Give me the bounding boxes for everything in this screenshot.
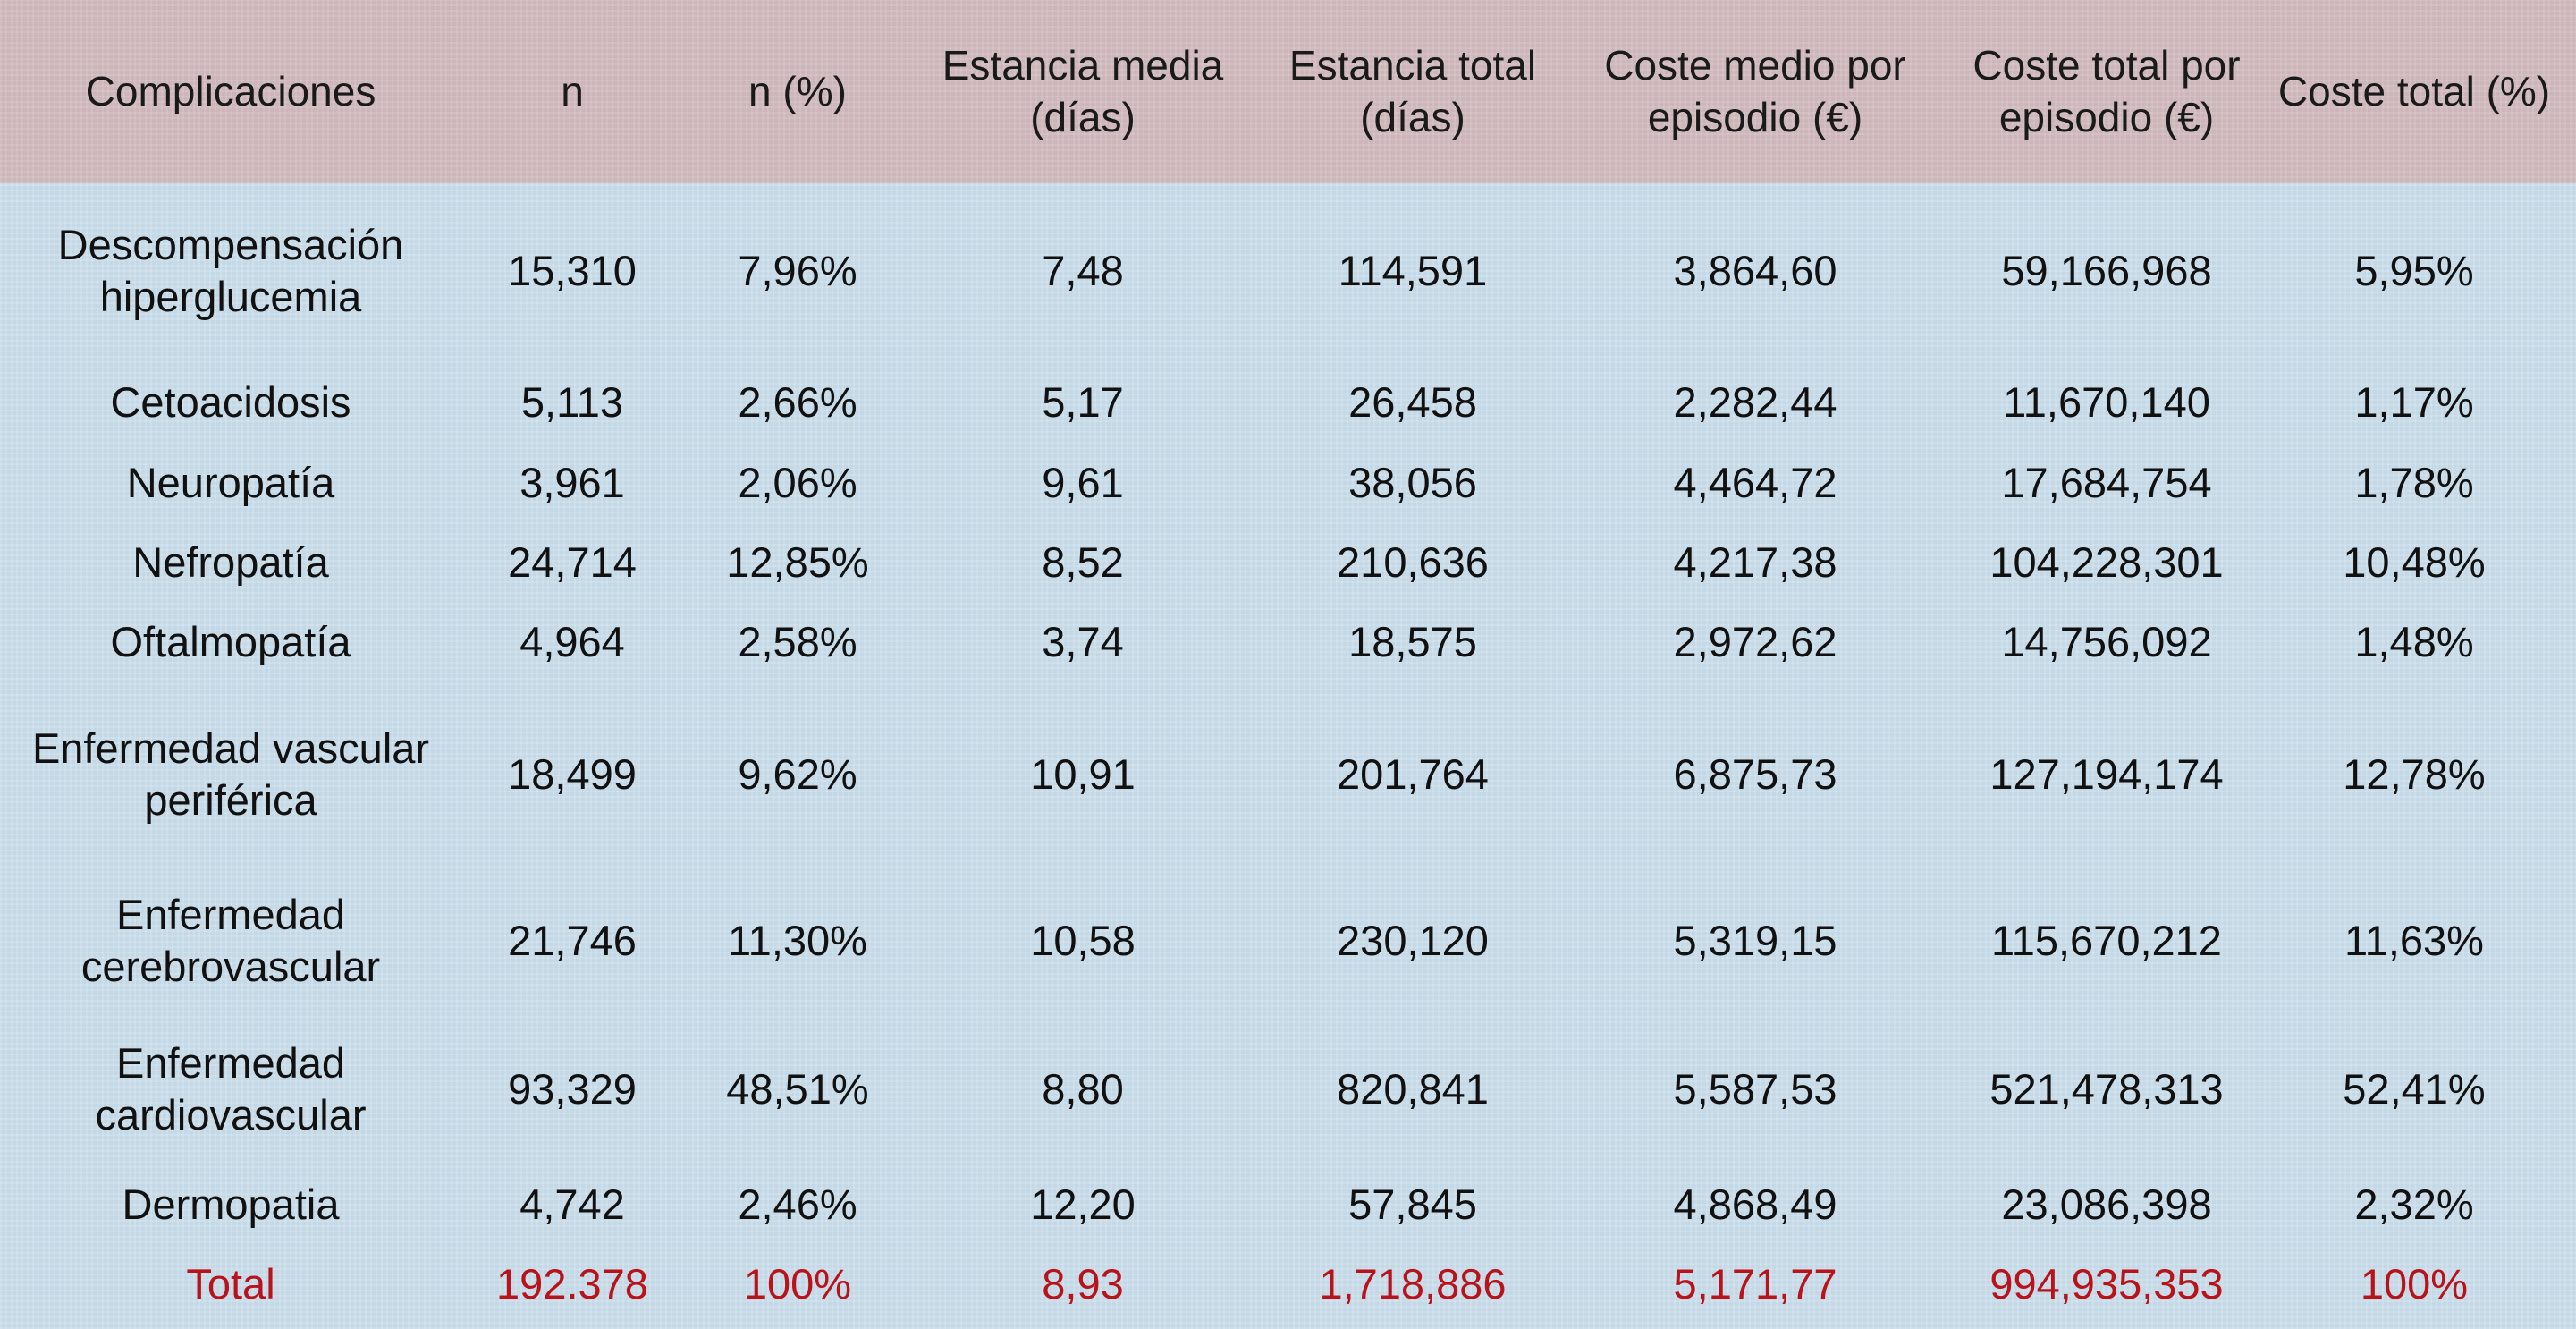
total-cell-coste-medio: 5,171,77: [1673, 1260, 1837, 1308]
table-cell-estancia-total: 201,764: [1337, 750, 1489, 798]
table-cell-n-percent: 2,66%: [738, 378, 857, 426]
table-cell-estancia-total: 38,056: [1348, 459, 1477, 506]
table-cell-n-percent: 11,30%: [728, 917, 867, 964]
table-cell-n: 15,310: [508, 247, 637, 294]
table-cell-coste-total-episodio: 127,194,174: [1989, 750, 2224, 798]
table-cell-coste-total-episodio: 17,684,754: [2001, 459, 2212, 506]
total-cell-n: 192.378: [496, 1260, 648, 1308]
table-cell-coste-medio: 4,464,72: [1673, 459, 1837, 506]
table-cell-estancia-total: 18,575: [1348, 618, 1477, 665]
table-cell-n-percent: 2,58%: [738, 618, 857, 665]
total-cell-n-percent: 100%: [743, 1260, 852, 1308]
table-cell-coste-total-episodio: 14,756,092: [2001, 618, 2212, 665]
table-cell-complicacion: Enfermedad cardiovascular: [95, 1039, 367, 1139]
table-cell-n: 21,746: [508, 917, 637, 964]
table-cell-n-percent: 48,51%: [726, 1065, 869, 1113]
header-estancia-total: Estancia total (días): [1288, 42, 1537, 140]
total-cell-coste-total-percent: 100%: [2360, 1260, 2469, 1308]
header-coste-medio: Coste medio por episodio (€): [1604, 42, 1906, 140]
table-cell-coste-medio: 5,319,15: [1673, 917, 1837, 964]
table-cell-coste-total-percent: 1,78%: [2354, 459, 2474, 506]
table-cell-coste-medio: 4,868,49: [1673, 1181, 1837, 1228]
header-n: n: [561, 68, 584, 114]
table-cell-n-percent: 7,96%: [738, 247, 857, 294]
table-cell-n-percent: 2,06%: [738, 459, 857, 506]
header-complicaciones: Complicaciones: [85, 68, 376, 114]
table-cell-n-percent: 2,46%: [738, 1181, 857, 1228]
table-cell-estancia-media: 3,74: [1042, 618, 1124, 665]
table-cell-n: 93,329: [508, 1065, 637, 1113]
table-cell-n: 4,742: [519, 1181, 625, 1228]
total-cell-estancia-total: 1,718,886: [1319, 1260, 1507, 1308]
header-n-percent: n (%): [748, 68, 847, 114]
table-cell-coste-total-episodio: 115,670,212: [1991, 917, 2222, 964]
table-cell-estancia-total: 114,591: [1338, 247, 1488, 294]
table-cell-estancia-media: 9,61: [1042, 459, 1124, 506]
table-cell-coste-medio: 2,972,62: [1673, 618, 1837, 665]
table-cell-coste-total-percent: 5,95%: [2354, 247, 2474, 294]
table-cell-n-percent: 12,85%: [726, 538, 869, 586]
table-cell-n: 4,964: [519, 618, 625, 665]
table-cell-complicacion: Dermopatia: [122, 1181, 340, 1228]
table-cell-estancia-total: 820,841: [1337, 1065, 1489, 1113]
table-cell-complicacion: Enfermedad cerebrovascular: [80, 891, 381, 990]
table-cell-complicacion: Descompensación hiperglucemia: [57, 221, 404, 320]
table-body-background: [0, 183, 2576, 1329]
table-cell-coste-total-percent: 11,63%: [2344, 917, 2484, 964]
table-cell-complicacion: Enfermedad vascular periférica: [31, 724, 430, 824]
table-cell-coste-total-percent: 12,78%: [2343, 750, 2486, 798]
total-cell-complicacion: Total: [186, 1260, 275, 1308]
total-cell-estancia-media: 8,93: [1042, 1260, 1124, 1308]
table-cell-coste-total-percent: 1,17%: [2354, 378, 2474, 426]
table-cell-coste-medio: 5,587,53: [1673, 1065, 1837, 1113]
header-estancia-media: Estancia media (días): [942, 42, 1224, 140]
table-cell-estancia-media: 10,91: [1030, 750, 1136, 798]
table-cell-complicacion: Nefropatía: [132, 538, 329, 586]
table-cell-coste-total-episodio: 59,166,968: [2001, 247, 2212, 294]
table-cell-complicacion: Oftalmopatía: [110, 618, 351, 665]
table-cell-estancia-media: 10,58: [1030, 917, 1136, 964]
table-cell-coste-total-episodio: 23,086,398: [2001, 1181, 2212, 1228]
table-cell-estancia-total: 210,636: [1337, 538, 1489, 586]
table-cell-estancia-media: 8,80: [1042, 1065, 1124, 1113]
table-cell-coste-total-percent: 1,48%: [2354, 618, 2474, 665]
table-cell-n: 5,113: [520, 378, 624, 426]
table-cell-coste-medio: 6,875,73: [1673, 750, 1837, 798]
header-coste-total-episodio: Coste total por episodio (€): [1972, 42, 2241, 140]
table-cell-n: 18,499: [508, 750, 637, 798]
table-cell-estancia-total: 230,120: [1337, 917, 1489, 964]
header-coste-total-percent: Coste total (%): [2277, 68, 2551, 114]
table-cell-coste-total-episodio: 104,228,301: [1989, 538, 2224, 586]
table-cell-estancia-total: 26,458: [1348, 378, 1477, 426]
table-cell-n: 24,714: [508, 538, 637, 586]
table-header-background: [0, 0, 2576, 183]
table-cell-coste-total-episodio: 521,478,313: [1989, 1065, 2224, 1113]
table-cell-estancia-media: 5,17: [1042, 378, 1124, 426]
table-cell-coste-total-percent: 2,32%: [2354, 1181, 2474, 1228]
table-cell-n-percent: 9,62%: [738, 750, 857, 798]
total-cell-coste-total-episodio: 994,935,353: [1989, 1260, 2224, 1308]
table-cell-coste-total-episodio: 11,670,140: [2003, 378, 2210, 426]
table-cell-coste-total-percent: 52,41%: [2343, 1065, 2486, 1113]
table-cell-estancia-media: 8,52: [1042, 538, 1124, 586]
table-cell-coste-medio: 4,217,38: [1673, 538, 1837, 586]
table-cell-complicacion: Cetoacidosis: [110, 378, 351, 426]
table-cell-n: 3,961: [519, 459, 625, 506]
table-cell-coste-medio: 2,282,44: [1673, 378, 1837, 426]
table-cell-estancia-media: 12,20: [1030, 1181, 1136, 1228]
table-cell-coste-total-percent: 10,48%: [2343, 538, 2486, 586]
table-cell-coste-medio: 3,864,60: [1673, 247, 1837, 294]
table-cell-estancia-total: 57,845: [1348, 1181, 1477, 1228]
table-cell-complicacion: Neuropatía: [126, 459, 335, 506]
table-cell-estancia-media: 7,48: [1042, 247, 1124, 294]
